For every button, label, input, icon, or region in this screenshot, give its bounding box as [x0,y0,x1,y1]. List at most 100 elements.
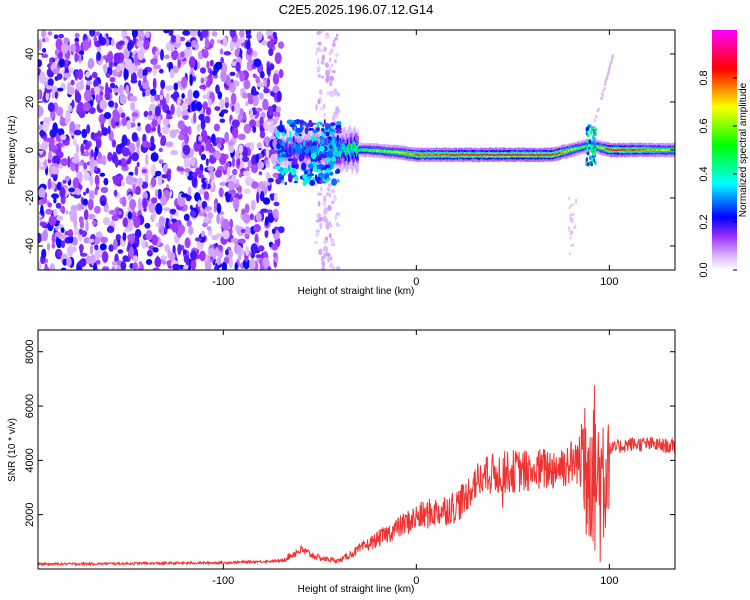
spectrogram-cell [491,153,493,156]
spectrogram-cell [343,146,345,153]
spectrogram-cell [328,233,332,239]
spectrogram-cell [316,30,322,35]
spectrogram-cell [89,30,96,37]
spectrogram-cell [164,54,170,59]
spectrogram-cell [231,119,240,128]
spectrogram-cell [218,187,224,198]
spectrogram-cell [353,143,356,150]
spectrogram-cell [375,150,378,152]
spectrogram-cell [540,154,542,156]
spectrogram-cell [93,86,101,93]
spectrogram-cell [213,202,218,213]
spectrogram-cell [97,151,102,159]
spectrogram-cell [554,153,556,156]
spectrogram-cell [277,156,280,160]
spectrogram-cell [196,123,201,132]
spectrogram-cell [605,77,608,81]
spectrogram-cell [71,236,78,246]
spectrogram-cell [100,200,106,206]
spectrogram-cell [535,153,537,156]
spectrogram-cell [211,133,216,144]
spectrogram-cell [231,61,237,67]
spectrogram-cell [51,181,56,191]
spectrogram-cell [83,237,91,244]
spectrogram-cell [279,120,283,126]
spectrogram-cell [227,180,236,191]
spectrogram-cell [658,149,660,152]
spectrogram-cell [358,149,360,151]
spectrogram-cell [150,214,154,221]
spectrogram-cell [515,154,518,156]
spectrogram-cell [278,69,284,79]
snr-y-tick-label: 2000 [24,502,36,526]
spectrogram-cell [128,171,134,176]
spectrogram-cell [348,143,350,154]
spectrogram-cell [122,255,129,262]
spectrogram-cell [310,152,317,160]
spectrogram-cell [252,73,257,79]
spectrogram-cell [315,50,318,56]
spectrogram-cell [437,153,439,156]
spectrogram-cell [613,149,615,152]
spectrogram-cell [576,147,578,150]
spectrogram-cell [357,148,359,154]
spectrogram-cell [605,147,607,150]
colorbar-tick-label: 0.6 [698,118,710,133]
spectrogram-cell [277,124,284,130]
spectrogram-cell [293,149,295,155]
spectrogram-cell [330,63,333,68]
spectrogram-cell [568,252,571,256]
spectrogram-cell [242,258,250,270]
spectrogram-cell [597,145,599,148]
spectrogram-cell [222,36,228,47]
spectrogram-cell [217,251,224,259]
spectrogram-cell [95,259,101,265]
spectrogram-cell [290,147,292,154]
spectrogram-cell [668,148,671,151]
spectrogram-cell [382,149,385,152]
spectrogram-cell [74,32,80,39]
spectrogram-cell [333,39,336,44]
spectrogram-cell [424,154,426,156]
spectrogram-cell [165,115,173,120]
spectrogram-cell [329,122,336,127]
spectrogram-cell [162,118,170,126]
spectrogram-cell [520,154,522,156]
spectrogram-cell [83,101,91,112]
spectrogram-cell [324,249,329,253]
spectrogram-cell [429,153,431,156]
spectrogram-cell [265,159,269,165]
spectrogram-cell [38,124,43,131]
spectrogram-cell [90,149,94,159]
spectrogram-cell [150,176,157,188]
spectrogram-cell [271,228,276,235]
spectrogram-cell [323,252,327,260]
spectrogram-cell [447,154,449,156]
spectrogram-cell [202,101,208,110]
spectrogram-cell [315,122,321,127]
spectrogram-cell [386,151,388,153]
spectrogram-cell [109,76,116,83]
spectrogram-cell [150,93,155,103]
spectrogram-cell [245,176,253,187]
spectrogram-cell [215,84,220,94]
spectrogram-cell [230,93,237,105]
spectrogram-cell [643,148,645,151]
spectrogram-cell [594,127,597,132]
spectrogram-cell [78,53,82,64]
spectrogram-cell [203,216,210,224]
spectrogram-cell [70,44,77,52]
spectrogram-cell [663,149,665,151]
spectrogram-cell [355,144,357,151]
spectrogram-cell [422,154,424,156]
spectrogram-cell [83,162,88,170]
spectrogram-cell [107,151,113,162]
spectrogram-cell [68,187,76,193]
spectrogram-cell [606,148,608,150]
spectrogram-cell [54,231,62,237]
spectrogram-cell [75,188,81,196]
spectrogram-cell [528,153,531,156]
spectrogram-cell [180,51,185,58]
spectrogram-cell [423,154,425,157]
spectrogram-cell [568,229,571,232]
